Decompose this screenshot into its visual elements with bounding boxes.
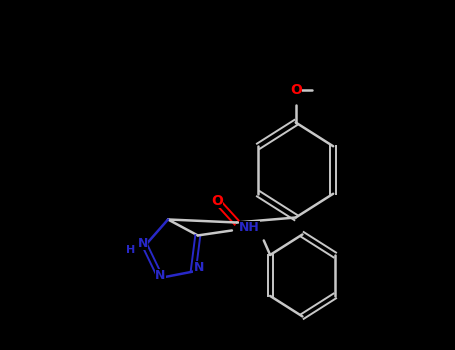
Text: N: N bbox=[137, 237, 148, 250]
Text: NH: NH bbox=[239, 222, 259, 235]
Text: H: H bbox=[126, 245, 135, 255]
Text: O: O bbox=[290, 83, 302, 97]
Text: N: N bbox=[155, 269, 166, 282]
Text: N: N bbox=[193, 261, 204, 274]
Text: O: O bbox=[212, 194, 223, 208]
